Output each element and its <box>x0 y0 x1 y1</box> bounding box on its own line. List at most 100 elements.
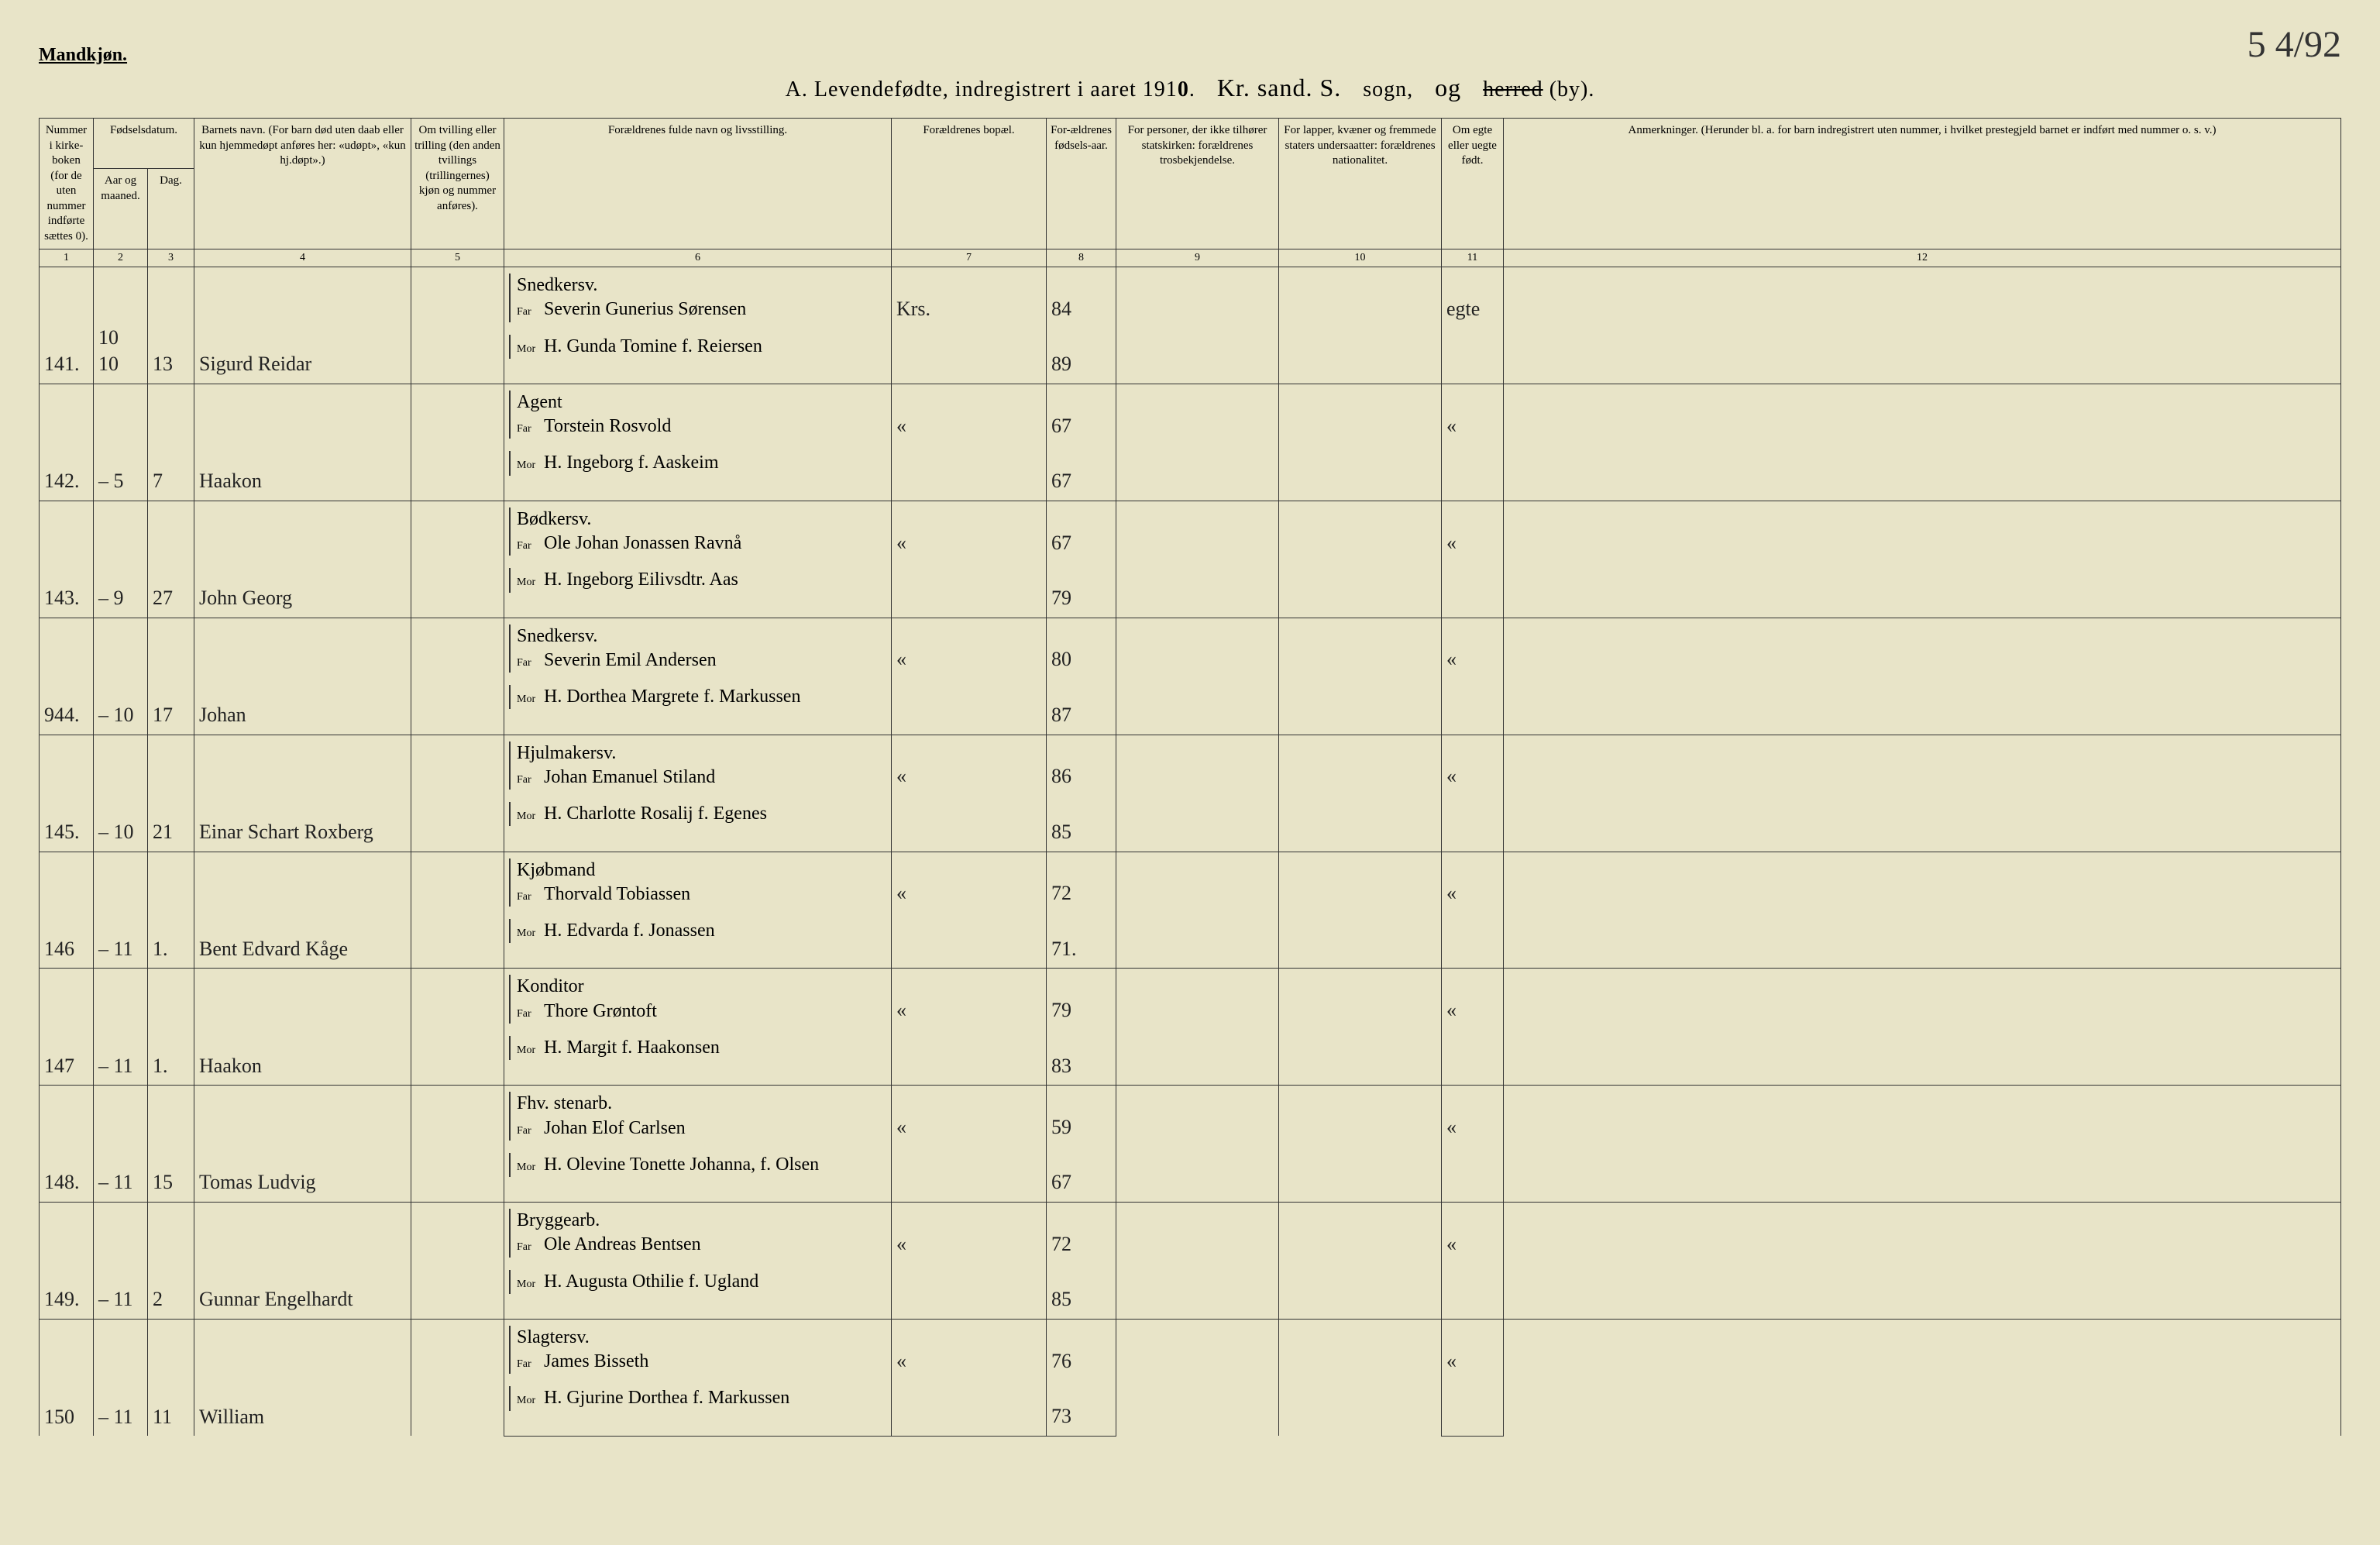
father-occupation: Snedkersv. <box>517 275 597 295</box>
mother-birthyear: 85 <box>1047 1264 1116 1320</box>
twin-cell <box>411 384 504 501</box>
col-header-12: Anmerkninger. (Herunder bl. a. for barn … <box>1504 119 2341 249</box>
nationality-cell <box>1279 1320 1442 1437</box>
remarks-cell <box>1504 384 2341 501</box>
residence: « <box>892 501 1047 562</box>
entry-month: – 11 <box>94 852 148 969</box>
col-header-4: Barnets navn. (For barn død uten daab el… <box>194 119 411 249</box>
mother-birthyear: 71. <box>1047 913 1116 969</box>
legitimacy: « <box>1442 384 1504 446</box>
father-name: James Bisseth <box>544 1351 648 1371</box>
remarks-cell <box>1504 501 2341 618</box>
residence <box>892 796 1047 852</box>
col-header-2: Aar og maaned. <box>94 169 148 249</box>
residence: « <box>892 969 1047 1030</box>
entry-day: 21 <box>148 735 194 852</box>
religion-cell <box>1116 969 1279 1086</box>
entry-day: 1. <box>148 969 194 1086</box>
title-prefix: A. Levendefødte, indregistrert i aaret 1… <box>786 77 1178 102</box>
col-header-1: Nummer i kirke-boken (for de uten nummer… <box>40 119 94 249</box>
parents-cell: MorH. Edvarda f. Jonassen <box>504 913 892 969</box>
father-name: Ole Andreas Bentsen <box>544 1234 701 1254</box>
religion-cell <box>1116 1320 1279 1437</box>
residence: « <box>892 1086 1047 1147</box>
mother-name: H. Gunda Tomine f. Reiersen <box>544 336 762 356</box>
parents-cell: Slagtersv. FarJames Bisseth <box>504 1320 892 1381</box>
mother-name: H. Augusta Othilie f. Ugland <box>544 1271 758 1292</box>
nationality-cell <box>1279 735 1442 852</box>
residence: « <box>892 618 1047 679</box>
legitimacy <box>1442 1147 1504 1203</box>
residence <box>892 329 1047 384</box>
col-header-2-3-group: Fødselsdatum. <box>94 119 194 169</box>
father-birthyear: 84 <box>1047 267 1116 329</box>
mother-name: H. Dorthea Margrete f. Markussen <box>544 686 800 707</box>
mother-birthyear: 67 <box>1047 445 1116 501</box>
religion-cell <box>1116 852 1279 969</box>
legitimacy: « <box>1442 501 1504 562</box>
mother-name: H. Margit f. Haakonsen <box>544 1037 720 1058</box>
colnum: 6 <box>504 249 892 267</box>
far-label: Far <box>517 1240 544 1254</box>
legitimacy <box>1442 445 1504 501</box>
legitimacy: egte <box>1442 267 1504 329</box>
mother-birthyear: 79 <box>1047 562 1116 618</box>
child-name: Einar Schart Roxberg <box>194 735 411 852</box>
child-name: Tomas Ludvig <box>194 1086 411 1203</box>
colnum: 9 <box>1116 249 1279 267</box>
far-label: Far <box>517 1007 544 1021</box>
parents-cell: MorH. Gjurine Dorthea f. Markussen <box>504 1380 892 1436</box>
col-header-3: Dag. <box>148 169 194 249</box>
mor-label: Mor <box>517 1044 544 1058</box>
mother-name: H. Olevine Tonette Johanna, f. Olsen <box>544 1154 819 1175</box>
religion-cell <box>1116 384 1279 501</box>
entry-number: 149. <box>40 1203 94 1320</box>
religion-cell <box>1116 618 1279 735</box>
col-header-10: For lapper, kvæner og fremmede staters u… <box>1279 119 1442 249</box>
remarks-cell <box>1504 969 2341 1086</box>
residence <box>892 1380 1047 1436</box>
parish-handwritten: Kr. sand. S. <box>1202 74 1357 102</box>
father-name: Torstein Rosvold <box>544 416 671 436</box>
entry-number: 145. <box>40 735 94 852</box>
child-name: John Georg <box>194 501 411 618</box>
child-name: Gunnar Engelhardt <box>194 1203 411 1320</box>
remarks-cell <box>1504 1320 2341 1437</box>
father-occupation: Bryggearb. <box>517 1210 600 1230</box>
remarks-cell <box>1504 1086 2341 1203</box>
mother-birthyear: 73 <box>1047 1380 1116 1436</box>
residence: « <box>892 1203 1047 1264</box>
twin-cell <box>411 852 504 969</box>
entry-number: 150 <box>40 1320 94 1437</box>
legitimacy: « <box>1442 735 1504 796</box>
entry-month: 10 10 <box>94 267 148 384</box>
nationality-cell <box>1279 969 1442 1086</box>
parents-cell: MorH. Olevine Tonette Johanna, f. Olsen <box>504 1147 892 1203</box>
corner-annotation: 5 4/92 <box>2248 23 2341 66</box>
entry-day: 13 <box>148 267 194 384</box>
father-name: Ole Johan Jonassen Ravnå <box>544 533 741 553</box>
father-birthyear: 79 <box>1047 969 1116 1030</box>
residence <box>892 1264 1047 1320</box>
far-label: Far <box>517 305 544 319</box>
col-header-7: Forældrenes bopæl. <box>892 119 1047 249</box>
legitimacy <box>1442 329 1504 384</box>
legitimacy: « <box>1442 1203 1504 1264</box>
parents-cell: Bryggearb. FarOle Andreas Bentsen <box>504 1203 892 1264</box>
legitimacy: « <box>1442 1086 1504 1147</box>
table-row: 149. – 11 2 Gunnar Engelhardt Bryggearb.… <box>40 1203 2341 1264</box>
residence <box>892 1030 1047 1086</box>
parents-cell: MorH. Augusta Othilie f. Ugland <box>504 1264 892 1320</box>
residence: Krs. <box>892 267 1047 329</box>
father-name: Severin Gunerius Sørensen <box>544 299 746 319</box>
colnum: 4 <box>194 249 411 267</box>
twin-cell <box>411 1320 504 1437</box>
father-name: Johan Elof Carlsen <box>544 1118 686 1138</box>
father-occupation: Hjulmakersv. <box>517 743 616 763</box>
entry-day: 27 <box>148 501 194 618</box>
father-occupation: Agent <box>517 392 562 412</box>
mor-label: Mor <box>517 1394 544 1408</box>
residence <box>892 562 1047 618</box>
mor-label: Mor <box>517 927 544 941</box>
colnum: 5 <box>411 249 504 267</box>
